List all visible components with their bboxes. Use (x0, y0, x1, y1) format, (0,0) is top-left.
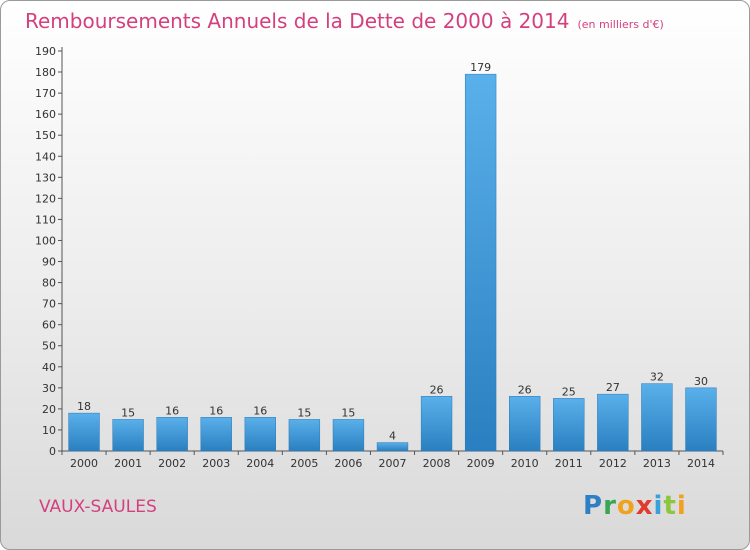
bar-2001 (112, 419, 144, 452)
x-tick-label: 2013 (643, 457, 671, 470)
bar-value-label: 32 (650, 371, 664, 384)
y-tick-label: 10 (42, 424, 56, 437)
x-tick-label: 2012 (599, 457, 627, 470)
bar-2000 (68, 412, 100, 452)
bar-2007 (376, 442, 409, 452)
bar-value-label: 26 (518, 383, 532, 396)
y-tick-label: 100 (35, 234, 56, 247)
x-tick-label: 2008 (423, 457, 451, 470)
bar-value-label: 25 (562, 385, 576, 398)
bar-value-label: 30 (694, 375, 708, 388)
bar-2014 (685, 387, 717, 452)
x-tick-label: 2001 (114, 457, 142, 470)
y-tick-label: 30 (42, 382, 56, 395)
x-tick-label: 2004 (246, 457, 274, 470)
y-tick-label: 60 (42, 319, 56, 332)
bar-2004 (244, 417, 276, 452)
y-tick-label: 180 (35, 66, 56, 79)
y-tick-label: 90 (42, 256, 56, 269)
y-tick-label: 40 (42, 361, 56, 374)
bar-2012 (597, 393, 629, 452)
bar-2002 (156, 417, 188, 452)
chart-title-text: Remboursements Annuels de la Dette de 20… (25, 9, 570, 33)
bar-value-label: 16 (209, 404, 223, 417)
bar-2010 (509, 396, 541, 452)
bar-value-label: 15 (297, 406, 311, 419)
bar-value-label: 18 (77, 400, 91, 413)
x-tick-label: 2014 (687, 457, 715, 470)
y-tick-label: 170 (35, 87, 56, 100)
x-tick-label: 2003 (202, 457, 230, 470)
y-tick-label: 70 (42, 298, 56, 311)
chart-unit: (en milliers d'€) (577, 18, 664, 31)
x-tick-label: 2000 (70, 457, 98, 470)
x-tick-label: 2005 (290, 457, 318, 470)
commune-name: VAUX-SAULES (39, 497, 157, 517)
bar-2009 (464, 73, 497, 452)
proxiti-logo: Proxiti (583, 491, 687, 521)
x-tick-label: 2011 (555, 457, 583, 470)
bar-value-label: 27 (606, 381, 620, 394)
bar-value-label: 16 (165, 404, 179, 417)
bar-2006 (332, 419, 365, 452)
y-tick-label: 150 (35, 129, 56, 142)
chart-title: Remboursements Annuels de la Dette de 20… (25, 9, 664, 33)
bar-value-label: 15 (121, 406, 135, 419)
bar-value-label: 4 (389, 430, 396, 443)
y-tick-label: 80 (42, 277, 56, 290)
bar-2011 (553, 398, 585, 452)
y-tick-label: 140 (35, 150, 56, 163)
y-tick-label: 0 (49, 445, 56, 458)
bar-value-label: 26 (430, 383, 444, 396)
x-tick-label: 2006 (334, 457, 362, 470)
x-tick-label: 2007 (379, 457, 407, 470)
bar-2013 (641, 383, 673, 452)
y-tick-label: 120 (35, 192, 56, 205)
bar-2005 (288, 419, 321, 452)
y-tick-label: 50 (42, 340, 56, 353)
y-tick-label: 160 (35, 108, 56, 121)
bar-2003 (200, 417, 232, 452)
bar-value-label: 15 (341, 406, 355, 419)
bar-value-label: 16 (253, 404, 267, 417)
bar-chart: 0 10 20 30 40 50 60 70 80 90 100 110 120 130 140 150 160… (35, 45, 724, 470)
y-tick-label: 20 (42, 403, 56, 416)
bar-2008 (420, 396, 453, 452)
x-tick-label: 2002 (158, 457, 186, 470)
bar-value-label: 179 (470, 61, 491, 74)
y-tick-label: 110 (35, 213, 56, 226)
y-tick-label: 130 (35, 171, 56, 184)
x-tick-label: 2009 (467, 457, 495, 470)
y-tick-label: 190 (35, 45, 56, 58)
x-tick-label: 2010 (511, 457, 539, 470)
